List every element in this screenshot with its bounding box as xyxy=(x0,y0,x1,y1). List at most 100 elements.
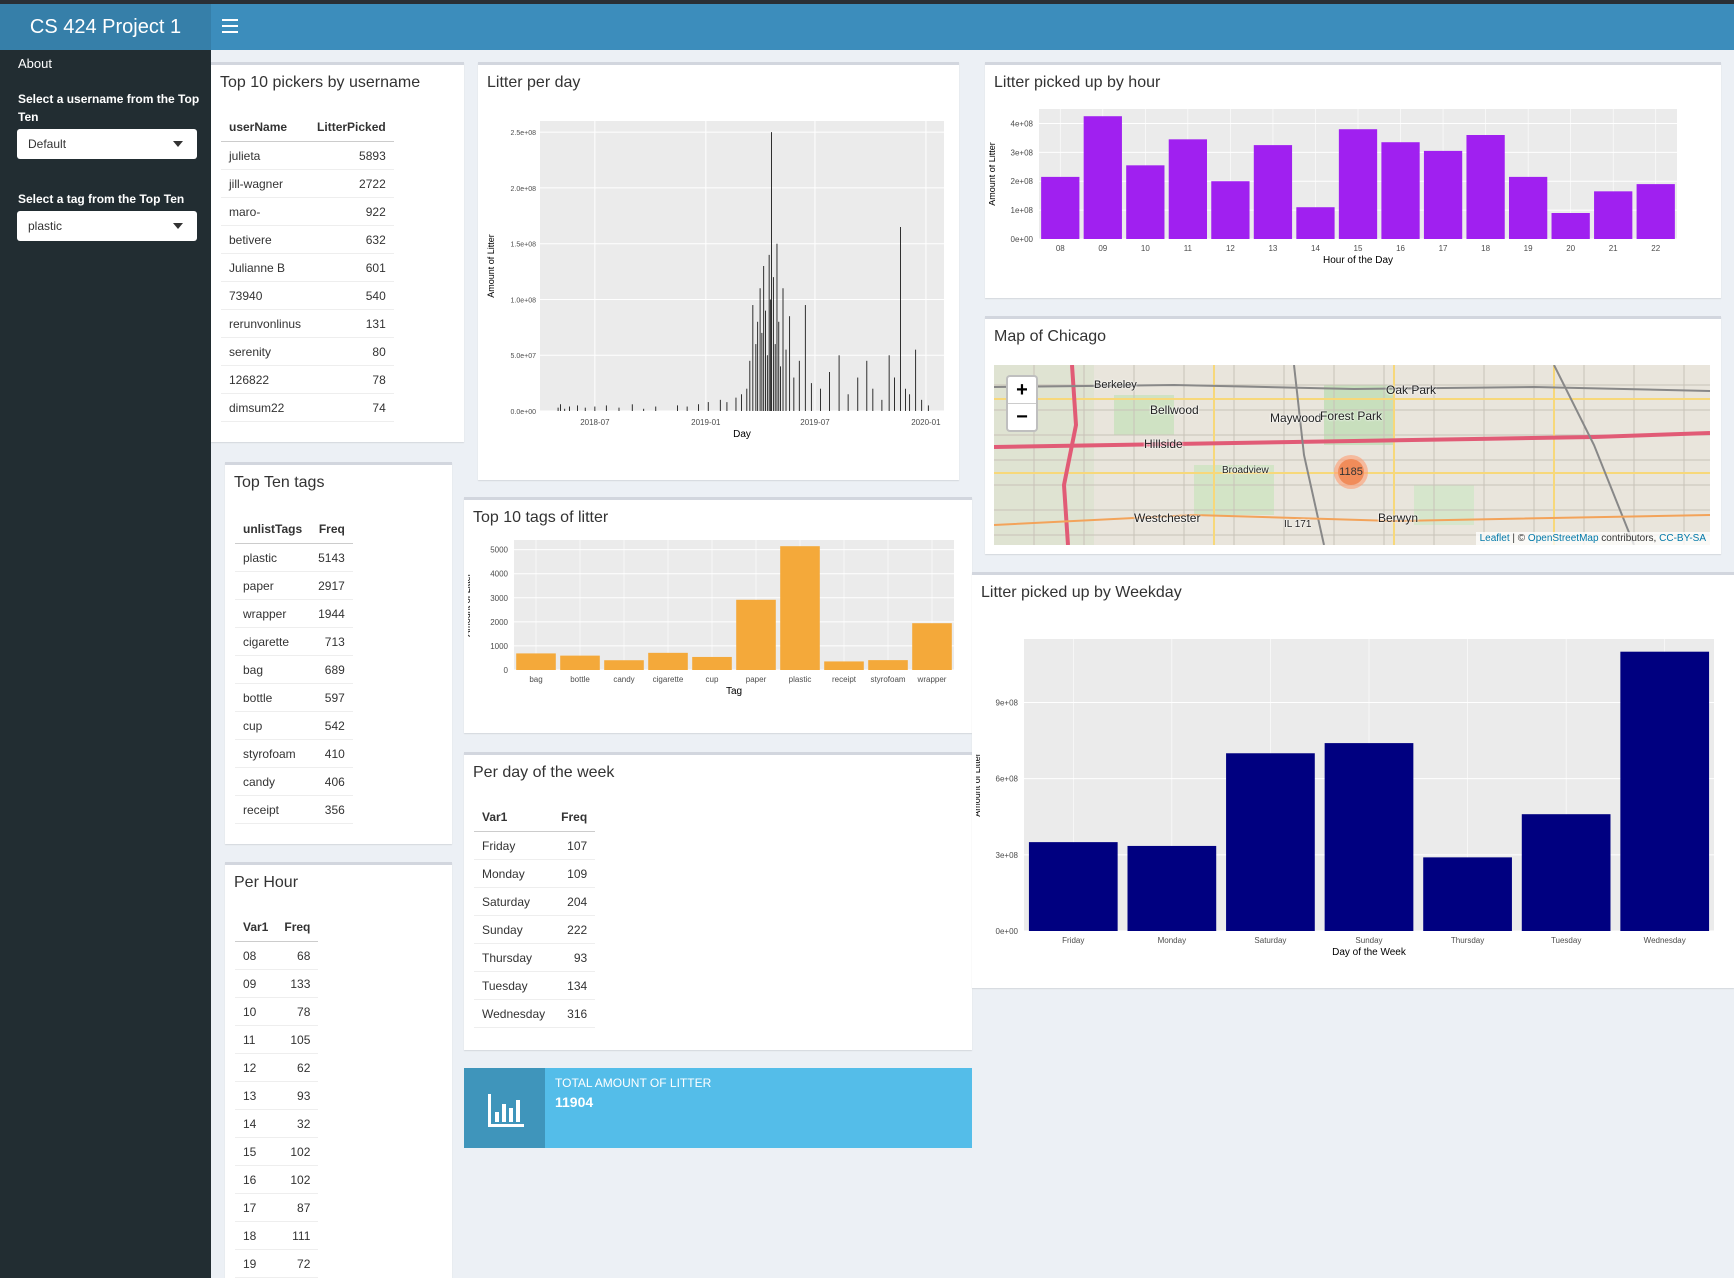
litter-by-weekday-title: Litter picked up by Weekday xyxy=(981,584,1182,601)
x-tick-label: cigarette xyxy=(653,675,684,684)
table-cell: 80 xyxy=(309,337,394,366)
sidebar-item-about[interactable]: About xyxy=(18,56,52,71)
column-header: Freq xyxy=(553,803,596,832)
bar xyxy=(1226,753,1315,931)
leaflet-link[interactable]: Leaflet xyxy=(1479,533,1510,544)
table-row: wrapper 1944 xyxy=(235,599,353,628)
table-row: 73940 540 xyxy=(221,281,394,310)
table-cell: maro- xyxy=(221,197,310,226)
y-tick-label: 1.0e+08 xyxy=(511,297,537,304)
bar xyxy=(1296,207,1335,239)
table-cell: jill-wagner xyxy=(221,169,310,198)
table-cell: 111 xyxy=(276,1221,319,1250)
app-title: CS 424 Project 1 xyxy=(0,4,211,50)
table-cell: styrofoam xyxy=(235,739,311,768)
litter-per-day-box: Litter per day 0.0e+00 5.0e+07 1.0e+08 1.5e… xyxy=(478,62,959,480)
y-tick-label: 3000 xyxy=(490,594,508,603)
litter-by-weekday-chart: 0e+00 3e+08 6e+08 9e+08 Friday Monday Saturday… xyxy=(976,639,1714,958)
table-cell: 11 xyxy=(235,1025,277,1054)
table-row: 15 102 xyxy=(235,1137,319,1166)
table-cell: rerunvonlinus xyxy=(221,309,310,338)
table-row: Monday 109 xyxy=(474,859,596,888)
x-tick-label: 10 xyxy=(1141,244,1150,253)
y-tick-label: 0e+00 xyxy=(1011,235,1034,244)
license-link[interactable]: CC-BY-SA xyxy=(1659,533,1706,544)
column-header: userName xyxy=(221,113,310,142)
table-cell: 689 xyxy=(310,655,353,684)
osm-link[interactable]: OpenStreetMap xyxy=(1527,533,1599,544)
table-cell: 131 xyxy=(309,309,394,338)
x-tick-label: 2020-01 xyxy=(911,418,941,427)
map-cluster-marker[interactable]: 1185 xyxy=(1334,455,1368,489)
y-tick-label: 6e+08 xyxy=(996,775,1019,784)
plot-panel xyxy=(514,540,954,670)
y-tick-label: 2.0e+08 xyxy=(511,186,537,193)
table-row: 12 62 xyxy=(235,1053,319,1082)
table-cell: dimsum22 xyxy=(221,393,310,422)
zoom-in-button[interactable]: + xyxy=(1016,379,1028,401)
x-tick-label: 17 xyxy=(1439,244,1448,253)
bar xyxy=(604,660,644,670)
table-cell: 102 xyxy=(276,1165,319,1194)
bar xyxy=(1041,176,1080,239)
table-cell: 2722 xyxy=(309,169,394,198)
username-select[interactable]: Default xyxy=(17,129,197,159)
table-cell: 134 xyxy=(553,971,596,1000)
bar xyxy=(1423,150,1463,239)
table-cell: 87 xyxy=(276,1193,319,1222)
tags-box: Top Ten tags unlistTags Freq plastic 5143 pa… xyxy=(225,462,452,844)
table-cell: 222 xyxy=(553,915,596,944)
x-axis-title: Day xyxy=(733,429,751,440)
map-place-label: Oak Park xyxy=(1386,383,1437,397)
map-box: Map of Chicago xyxy=(985,316,1721,554)
y-tick-label: 0.0e+00 xyxy=(511,409,537,416)
map-view[interactable]: Berkeley Oak Park Bellwood Maywood Fores… xyxy=(994,365,1710,545)
table-cell: 62 xyxy=(276,1053,319,1082)
column-header: LitterPicked xyxy=(309,113,394,142)
sidebar-toggle-icon[interactable] xyxy=(222,19,238,37)
table-cell: Monday xyxy=(474,859,554,888)
bar xyxy=(1508,176,1548,239)
table-cell: paper xyxy=(235,571,311,600)
table-row: julieta 5893 xyxy=(221,141,394,170)
map-place-label: Hillside xyxy=(1144,437,1183,451)
x-tick-label: receipt xyxy=(832,675,857,684)
table-row: paper 2917 xyxy=(235,571,353,600)
table-row: Sunday 222 xyxy=(474,915,596,944)
x-tick-label: bag xyxy=(529,675,542,684)
table-cell: Thursday xyxy=(474,943,554,972)
y-axis-title: Amount of Litter xyxy=(989,142,997,206)
x-tick-label: 2018-07 xyxy=(580,418,610,427)
table-row: Tuesday 134 xyxy=(474,971,596,1000)
table-cell: 93 xyxy=(276,1081,319,1110)
column-header: Freq xyxy=(276,913,319,942)
table-cell: wrapper xyxy=(235,599,311,628)
table-row: 09 133 xyxy=(235,969,319,998)
table-cell: 105 xyxy=(276,1025,319,1054)
table-row: Saturday 204 xyxy=(474,887,596,916)
perweekday-title: Per day of the week xyxy=(473,764,615,781)
table-cell: 15 xyxy=(235,1137,277,1166)
map-place-label: Bellwood xyxy=(1150,403,1199,417)
bar xyxy=(780,546,820,670)
table-row: 17 87 xyxy=(235,1193,319,1222)
y-tick-label: 2.5e+08 xyxy=(511,130,537,137)
table-cell: 78 xyxy=(276,997,319,1026)
zoom-out-button[interactable]: − xyxy=(1008,403,1036,430)
table-header-row: userName LitterPicked xyxy=(221,113,394,142)
total-litter-value: 11904 xyxy=(555,1094,594,1110)
table-cell: 08 xyxy=(235,941,277,970)
table-cell: Friday xyxy=(474,831,554,860)
bar-chart-icon xyxy=(464,1068,545,1148)
table-cell: 09 xyxy=(235,969,277,998)
y-tick-label: 5.0e+07 xyxy=(511,353,537,360)
map-attribution: Leaflet | © OpenStreetMap contributors, … xyxy=(1475,532,1710,545)
bar xyxy=(1168,139,1208,239)
table-cell: 109 xyxy=(553,859,596,888)
x-tick-label: Sunday xyxy=(1355,936,1382,945)
x-tick-label: 08 xyxy=(1056,244,1065,253)
tag-select[interactable]: plastic xyxy=(17,211,197,241)
table-row: jill-wagner 2722 xyxy=(221,169,394,198)
table-cell: 107 xyxy=(553,831,596,860)
x-tick-label: cup xyxy=(706,675,719,684)
